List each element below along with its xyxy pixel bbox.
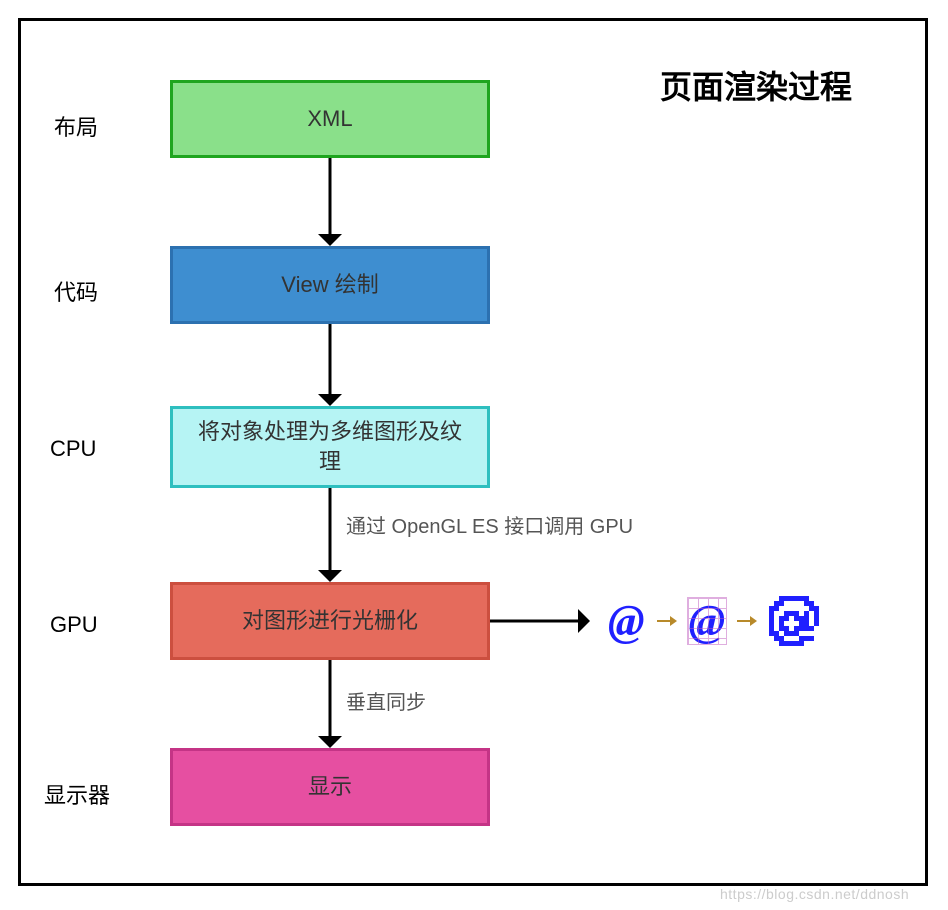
node-cpu-label: 将对象处理为多维图形及纹理 xyxy=(173,417,487,476)
node-display: 显示 xyxy=(170,748,490,826)
watermark: https://blog.csdn.net/ddnosh xyxy=(720,886,909,902)
at-glyph-vector-icon: @ xyxy=(608,599,645,643)
node-view: View 绘制 xyxy=(170,246,490,324)
at-glyph-pixel-icon xyxy=(769,596,819,646)
stage-label-display: 显示器 xyxy=(44,778,110,810)
stage-label-gpu: GPU xyxy=(50,612,98,638)
stage-label-code: 代码 xyxy=(54,275,98,307)
node-xml-label: XML xyxy=(307,104,352,134)
edge-label-vsync: 垂直同步 xyxy=(346,686,426,715)
node-gpu: 对图形进行光栅化 xyxy=(170,582,490,660)
diagram-title: 页面渲染过程 xyxy=(660,62,852,108)
node-view-label: View 绘制 xyxy=(281,270,378,300)
stage-label-cpu: CPU xyxy=(50,436,96,462)
node-cpu: 将对象处理为多维图形及纹理 xyxy=(170,406,490,488)
stage-label-layout: 布局 xyxy=(54,110,98,142)
edge-label-opengl: 通过 OpenGL ES 接口调用 GPU xyxy=(346,510,633,539)
at-glyph-grid-icon: @ xyxy=(689,599,726,643)
edge-gpu-to-display xyxy=(316,660,344,750)
rasterization-example: @ @ xyxy=(608,596,819,646)
node-gpu-label: 对图形进行光栅化 xyxy=(242,606,418,636)
arrow-right-small-icon xyxy=(737,611,757,631)
arrow-right-small-icon xyxy=(657,611,677,631)
node-xml: XML xyxy=(170,80,490,158)
edge-xml-to-view xyxy=(316,158,344,248)
edge-cpu-to-gpu xyxy=(316,488,344,584)
edge-gpu-to-raster-example xyxy=(490,607,592,635)
node-display-label: 显示 xyxy=(308,772,352,802)
edge-view-to-cpu xyxy=(316,324,344,408)
